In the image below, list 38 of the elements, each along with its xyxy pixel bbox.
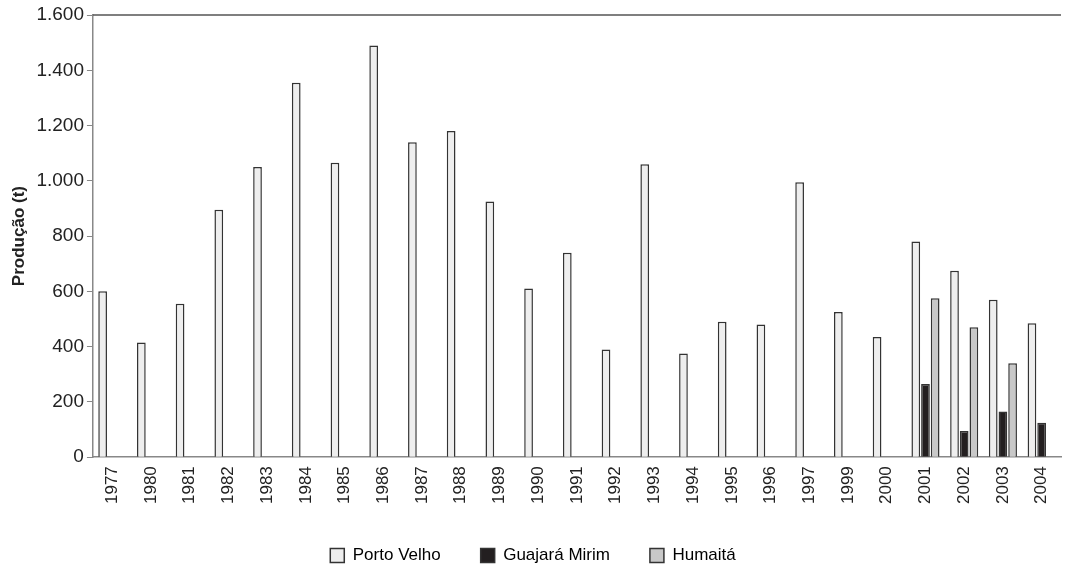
x-tick-label: 1981 — [179, 466, 199, 505]
x-tick-label: 1990 — [527, 466, 547, 505]
x-tick-label: 1994 — [682, 466, 702, 505]
x-tick-label: 1984 — [295, 466, 315, 505]
y-tick-label: 400 — [52, 334, 84, 356]
x-tick-label: 1991 — [566, 466, 586, 505]
y-tick-label: 1.400 — [36, 58, 84, 80]
x-tick-label: 1985 — [334, 466, 354, 505]
x-tick-label: 2000 — [876, 466, 896, 505]
x-tick-label: 1997 — [798, 466, 818, 505]
x-tick-label: 1993 — [644, 466, 664, 505]
x-tick-label: 1996 — [760, 466, 780, 505]
y-tick-label: 0 — [73, 445, 84, 467]
x-tick-label: 1999 — [837, 466, 857, 505]
y-tick-label: 1.000 — [36, 169, 84, 191]
x-tick-label: 1977 — [101, 466, 121, 505]
x-tick-label: 1983 — [256, 466, 276, 505]
y-axis-title: Produção (t) — [8, 186, 28, 287]
y-tick-label: 1.600 — [36, 3, 84, 25]
x-tick-label: 1988 — [450, 466, 470, 505]
x-tick-label: 1987 — [411, 466, 431, 505]
y-tick-label: 600 — [52, 279, 84, 301]
y-tick-label: 800 — [52, 224, 84, 246]
y-tick-label: 1.200 — [36, 113, 84, 135]
x-tick-label: 1980 — [140, 466, 160, 505]
x-tick-label: 2003 — [992, 466, 1012, 505]
x-tick-label: 1995 — [721, 466, 741, 505]
x-tick-label: 1982 — [218, 466, 238, 505]
x-tick-label: 1989 — [489, 466, 509, 505]
y-tick-label: 200 — [52, 390, 84, 412]
x-tick-label: 2002 — [953, 466, 973, 505]
legend-label: Humaitá — [672, 545, 737, 565]
x-tick-label: 1992 — [605, 466, 625, 505]
x-tick-label: 1986 — [373, 466, 393, 505]
legend-label: Porto Velho — [352, 545, 441, 565]
legend-label: Guajará Mirim — [503, 545, 610, 565]
x-tick-label: 2004 — [1031, 466, 1051, 505]
x-tick-label: 2001 — [915, 466, 935, 505]
